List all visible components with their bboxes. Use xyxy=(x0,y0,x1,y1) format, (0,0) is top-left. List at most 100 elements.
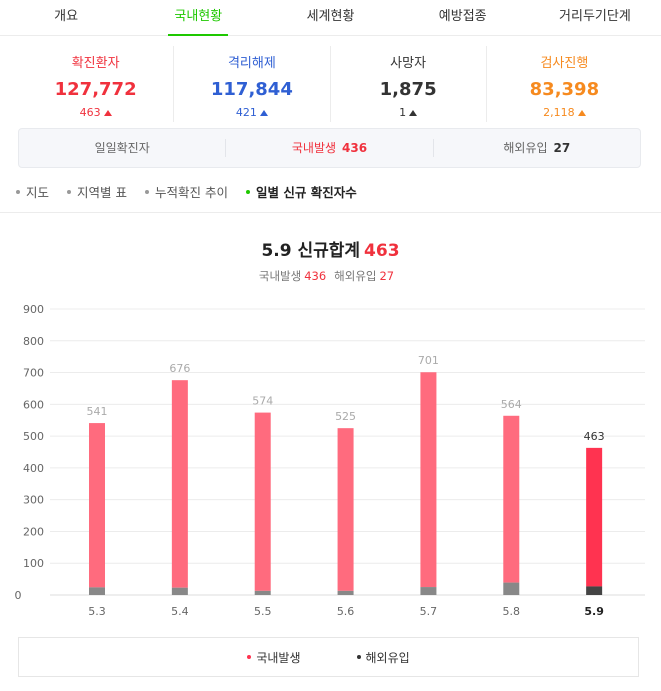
y-tick-label: 600 xyxy=(23,398,44,411)
up-triangle-icon xyxy=(103,109,112,116)
chart-sub-overseas-label: 해외유입 xyxy=(334,269,377,283)
up-triangle-icon xyxy=(409,109,418,116)
chart-title: 5.9 신규합계 463 xyxy=(0,236,661,261)
y-tick-label: 900 xyxy=(23,303,44,316)
x-tick-label: 5.8 xyxy=(503,605,521,618)
y-tick-label: 300 xyxy=(23,494,44,507)
stat-confirmed: 확진환자 127,772 463 xyxy=(18,46,175,122)
bar-domestic xyxy=(254,412,271,591)
daily-domestic: 국내발생 436 xyxy=(226,139,434,157)
subnav-label: 지역별 표 xyxy=(77,185,127,200)
stat-released: 격리해제 117,844 421 xyxy=(174,46,331,122)
tab-vaccination[interactable]: 예방접종 xyxy=(438,9,487,24)
subnav-label: 일별 신규 확진자수 xyxy=(255,185,357,200)
legend-dot-icon xyxy=(356,655,361,659)
x-tick-label: 5.5 xyxy=(254,605,272,618)
chart-sub-overseas-value: 27 xyxy=(379,269,395,283)
x-tick-label: 5.3 xyxy=(88,605,106,618)
stat-label: 확진환자 xyxy=(71,56,120,71)
legend-dot-icon xyxy=(247,655,252,659)
tab-domestic-status[interactable]: 국내현황 xyxy=(132,0,264,35)
bar-overseas xyxy=(89,587,105,595)
up-triangle-icon xyxy=(577,109,586,116)
stat-change-value: 463 xyxy=(79,106,101,119)
x-tick-label: 5.7 xyxy=(420,605,438,618)
bar-total-label: 701 xyxy=(418,354,439,367)
legend-label: 국내발생 xyxy=(256,650,301,665)
bar-overseas xyxy=(503,582,520,595)
bar-domestic xyxy=(89,423,105,588)
stat-value: 83,398 xyxy=(529,79,600,100)
stat-change-value: 1 xyxy=(399,106,407,119)
subnav-map[interactable]: 지도 xyxy=(16,182,49,201)
subnav-label: 누적확진 추이 xyxy=(155,185,228,200)
bullet-icon xyxy=(145,189,149,194)
bar-overseas xyxy=(337,590,354,595)
bar-total-label: 564 xyxy=(501,398,522,411)
chart-legend: 국내발생 해외유입 xyxy=(18,637,639,677)
daily-overseas: 해외유입 27 xyxy=(434,139,640,157)
stat-change: 2,118 xyxy=(487,106,642,119)
stats-summary: 확진환자 127,772 463 격리해제 117,844 421 사망자 1,… xyxy=(18,46,642,122)
stat-value: 127,772 xyxy=(54,79,137,100)
bullet-icon xyxy=(67,189,72,194)
bar-total-label: 525 xyxy=(335,410,356,423)
bar-total-label: 676 xyxy=(169,362,190,375)
tab-overview[interactable]: 개요 xyxy=(54,9,79,24)
tab-world-status[interactable]: 세계현황 xyxy=(306,9,355,24)
y-tick-label: 200 xyxy=(23,525,44,538)
daily-overseas-label: 해외유입 xyxy=(503,141,548,155)
bar-domestic xyxy=(420,372,437,588)
stat-label: 검사진행 xyxy=(540,56,589,71)
daily-domestic-value: 436 xyxy=(342,141,368,155)
stat-label: 격리해제 xyxy=(227,56,276,71)
bar-overseas xyxy=(586,586,603,595)
y-tick-label: 500 xyxy=(23,430,44,443)
daily-new-cases-chart: 0 100 200 300 400 500 600 700 800 900 541 5.3 676 5.4… xyxy=(15,303,645,618)
stat-label: 사망자 xyxy=(390,56,427,71)
subnav-regional-table[interactable]: 지역별 표 xyxy=(67,182,127,201)
bar-overseas xyxy=(254,590,271,595)
y-tick-label: 800 xyxy=(23,335,44,348)
bullet-icon xyxy=(245,189,250,194)
stat-change-value: 421 xyxy=(235,106,257,119)
bar-domestic xyxy=(586,447,603,587)
chart-title-total: 463 xyxy=(364,241,400,261)
stat-change: 1 xyxy=(331,106,486,119)
stat-change: 463 xyxy=(18,106,173,119)
stat-value: 117,844 xyxy=(210,79,293,100)
bar-overseas xyxy=(171,587,188,595)
chart-subnav: 지도 지역별 표 누적확진 추이 일별 신규 확진자수 xyxy=(16,182,357,201)
bar-domestic xyxy=(503,415,520,583)
daily-confirmed-box: 일일확진자 국내발생 436 해외유입 27 xyxy=(18,128,641,168)
bar-domestic xyxy=(171,380,188,588)
legend-item-domestic[interactable]: 국내발생 xyxy=(247,649,301,666)
top-tab-bar: 개요 국내현황 세계현황 예방접종 거리두기단계 xyxy=(0,0,661,36)
chart-title-text: 5.9 신규합계 xyxy=(261,241,361,261)
chart-subtitle: 국내발생 436 해외유입 27 xyxy=(0,268,661,284)
subnav-daily-new-cases[interactable]: 일별 신규 확진자수 xyxy=(245,182,357,201)
bar-total-label: 463 xyxy=(584,430,605,443)
subnav-cumulative-trend[interactable]: 누적확진 추이 xyxy=(145,182,228,201)
daily-confirmed-label: 일일확진자 xyxy=(19,139,227,157)
bar-total-label: 574 xyxy=(252,395,273,408)
stat-change-value: 2,118 xyxy=(543,106,575,119)
y-tick-label: 0 xyxy=(15,589,22,602)
y-tick-label: 100 xyxy=(23,557,44,570)
legend-label: 해외유입 xyxy=(365,650,410,665)
stat-testing: 검사진행 83,398 2,118 xyxy=(487,46,642,122)
section-divider xyxy=(0,212,661,213)
legend-item-overseas[interactable]: 해외유입 xyxy=(356,649,410,666)
y-tick-label: 700 xyxy=(23,367,44,380)
bar-overseas xyxy=(420,587,437,595)
up-triangle-icon xyxy=(259,109,268,116)
bar-domestic xyxy=(337,428,354,591)
tab-distancing-level[interactable]: 거리두기단계 xyxy=(559,9,631,24)
x-tick-label: 5.9 xyxy=(584,605,604,618)
subnav-label: 지도 xyxy=(26,185,50,200)
daily-overseas-value: 27 xyxy=(553,141,571,155)
stat-change: 421 xyxy=(174,106,329,119)
chart-sub-domestic-label: 국내발생 xyxy=(258,269,302,283)
daily-domestic-label: 국내발생 xyxy=(291,141,337,155)
stat-deaths: 사망자 1,875 1 xyxy=(331,46,487,122)
